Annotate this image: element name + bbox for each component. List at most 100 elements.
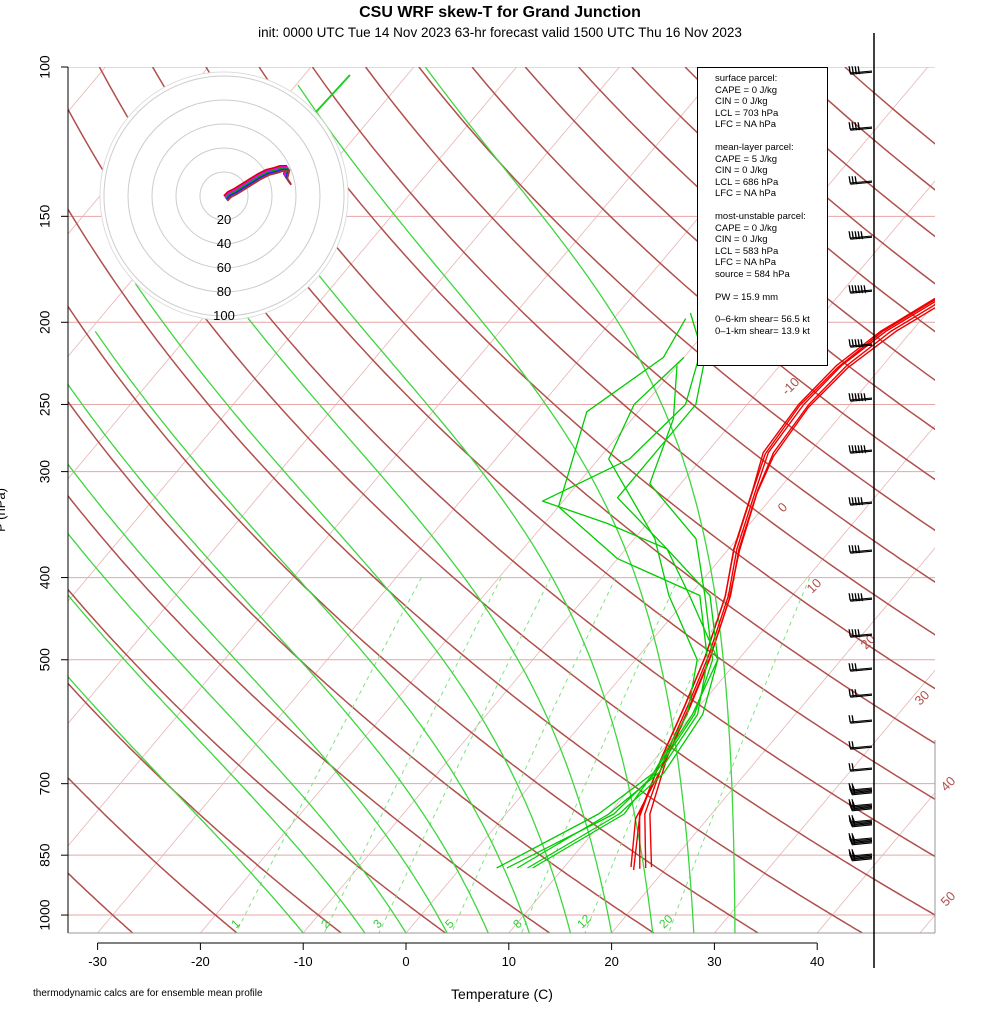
wind-barb-feather <box>861 594 863 602</box>
parcel-info-line: source = 584 hPa <box>715 268 790 280</box>
x-tick-label: -10 <box>294 954 313 969</box>
wind-barb-feather <box>849 690 851 698</box>
x-tick-label: 40 <box>810 954 824 969</box>
wind-barb-feather <box>855 546 857 554</box>
y-tick-label: 500 <box>37 648 53 672</box>
wind-barb <box>848 496 873 506</box>
mixing-ratio-label: 12 <box>574 912 594 932</box>
hodograph-ring <box>175 147 273 245</box>
wind-barb-feather <box>864 394 866 402</box>
wind-barb-feather <box>850 787 853 795</box>
dewpoint-trace <box>506 365 714 869</box>
chart-subtitle: init: 0000 UTC Tue 14 Nov 2023 63-hr for… <box>258 25 742 40</box>
parcel-info-line: CAPE = 0 J/kg <box>715 222 778 234</box>
dry-adiabat <box>151 67 935 801</box>
wind-barb-shaft <box>850 127 873 131</box>
dry-adiabat <box>365 67 935 583</box>
wind-barb-feather <box>858 394 860 402</box>
moist-adiabat <box>68 463 448 933</box>
wind-barb-shaft <box>850 694 873 698</box>
parcel-info-line: CIN = 0 J/kg <box>715 96 768 108</box>
x-tick-label: -30 <box>88 954 107 969</box>
wind-barb-feather <box>858 446 860 454</box>
wind-barb-feather <box>853 837 856 845</box>
dewpoint-trace <box>527 312 719 869</box>
parcel-info-line: most-unstable parcel: <box>715 210 806 222</box>
isotherm-line <box>816 792 935 933</box>
wind-barb-shaft <box>850 71 873 75</box>
wind-barb-feather <box>861 232 863 240</box>
wind-barb-feather <box>849 67 851 75</box>
parcel-info-line: CIN = 0 J/kg <box>715 165 768 177</box>
wind-barb-feather <box>858 286 860 294</box>
footnote: thermodynamic calcs are for ensemble mea… <box>33 988 263 999</box>
wind-barb-feather <box>855 340 857 348</box>
wind-barb-feather <box>855 498 857 506</box>
wind-barb <box>848 782 873 796</box>
wind-barb-feather <box>853 819 856 827</box>
moist-adiabat <box>68 675 304 933</box>
isotherm-label: 30 <box>912 687 933 708</box>
wind-barb-feather <box>849 340 851 348</box>
wind-barb-shaft <box>850 746 873 750</box>
hodograph-ring <box>199 171 249 221</box>
dry-adiabat <box>205 67 935 745</box>
wind-barb-feather <box>849 546 851 554</box>
hodograph-ring <box>103 75 345 317</box>
parcel-info-line: LFC = NA hPa <box>715 188 776 200</box>
moist-adiabat <box>68 532 407 933</box>
mixing-ratio-line <box>668 577 811 933</box>
hodograph-ring-label: 20 <box>217 212 231 227</box>
wind-barb-feather <box>849 664 851 672</box>
wind-barb-feather <box>861 286 863 294</box>
wind-barb-feather <box>849 446 851 454</box>
hodograph-wind-segment <box>315 74 351 113</box>
x-tick-label: 20 <box>604 954 618 969</box>
wind-barb-feather <box>850 803 853 811</box>
wind-barb-feather <box>855 67 857 75</box>
hodograph-ring-label: 60 <box>217 260 231 275</box>
wind-barb-feather <box>861 394 863 402</box>
wind-barb-shaft <box>850 450 873 454</box>
hodograph-ring-label: 80 <box>217 284 231 299</box>
dry-adiabat <box>98 67 935 858</box>
wind-barb-feather <box>853 853 856 861</box>
wind-barb-feather <box>849 716 851 724</box>
dry-adiabat <box>68 682 342 933</box>
isotherm-line <box>68 67 723 847</box>
isotherm-line <box>405 302 935 933</box>
wind-barb <box>848 848 873 862</box>
mixing-ratio-line <box>323 577 502 933</box>
temperature-trace <box>644 300 935 869</box>
x-tick-label: 10 <box>502 954 516 969</box>
parcel-info-line: LCL = 686 hPa <box>715 176 779 188</box>
wind-barb <box>848 338 873 348</box>
x-tick-label: -20 <box>191 954 210 969</box>
dry-adiabat <box>68 107 935 916</box>
wind-barb-feather <box>849 764 851 772</box>
wind-barb-shaft <box>850 634 873 638</box>
wind-barb-feather <box>849 177 851 185</box>
wind-barb <box>848 798 873 812</box>
wind-barb-feather <box>852 286 854 294</box>
wind-barb-feather <box>852 498 854 506</box>
wind-barb-shaft <box>850 768 873 772</box>
mixing-ratio-line <box>378 577 552 933</box>
wind-barb-shaft <box>850 668 873 672</box>
x-tick-label: 30 <box>707 954 721 969</box>
y-tick-label: 200 <box>37 310 53 334</box>
moist-adiabat <box>68 594 366 933</box>
wind-barb-feather <box>849 286 851 294</box>
parcel-info-line: 0–1-km shear= 13.9 kt <box>715 325 810 337</box>
wind-barb-feather <box>858 123 860 131</box>
wind-barb-feather <box>858 498 860 506</box>
wind-barb <box>848 814 873 828</box>
y-tick-label: 300 <box>37 460 53 484</box>
dry-adiabat <box>844 67 935 145</box>
wind-barb <box>848 740 873 750</box>
isotherm-label: -10 <box>779 374 803 398</box>
wind-barb <box>848 762 873 772</box>
dry-adiabat <box>68 305 759 933</box>
wind-barb <box>848 714 873 724</box>
